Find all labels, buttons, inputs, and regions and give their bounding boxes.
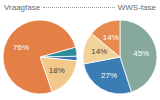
svg-text:45%: 45%	[133, 49, 149, 58]
svg-text:18%: 18%	[49, 66, 65, 75]
svg-text:14%: 14%	[91, 47, 107, 56]
svg-text:27%: 27%	[101, 71, 117, 80]
html-text:Vraagfase: Vraagfase	[4, 2, 41, 12]
html-text:WWS-fase: WWS-fase	[117, 2, 156, 12]
svg-text:14%: 14%	[103, 33, 119, 42]
svg-text:76%: 76%	[13, 43, 29, 52]
